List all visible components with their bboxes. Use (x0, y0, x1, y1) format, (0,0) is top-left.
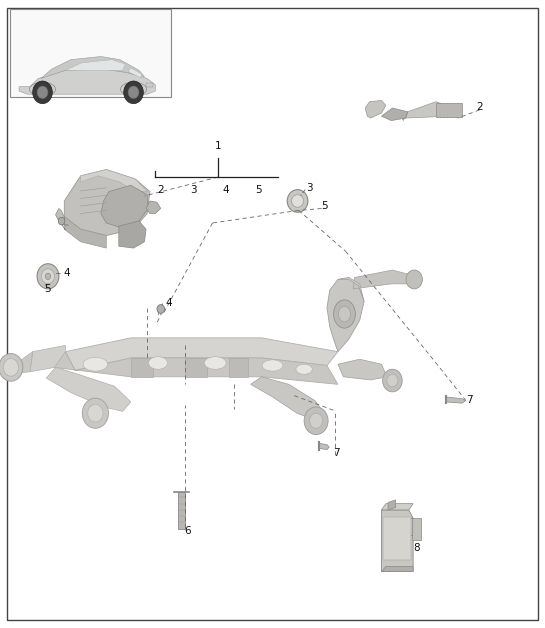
Circle shape (157, 305, 165, 313)
Polygon shape (388, 500, 396, 510)
Polygon shape (338, 359, 387, 380)
Polygon shape (185, 358, 207, 377)
Polygon shape (319, 443, 329, 450)
Text: 6: 6 (185, 526, 191, 536)
Text: 2: 2 (158, 185, 164, 195)
Ellipse shape (83, 357, 108, 371)
Circle shape (310, 413, 323, 428)
Ellipse shape (334, 300, 355, 328)
Ellipse shape (296, 364, 312, 374)
Ellipse shape (262, 360, 283, 371)
Polygon shape (19, 69, 155, 94)
Polygon shape (446, 397, 465, 403)
Text: 4: 4 (63, 268, 70, 278)
Circle shape (33, 81, 52, 104)
Text: 3: 3 (190, 185, 197, 195)
Polygon shape (131, 358, 153, 377)
Circle shape (3, 359, 19, 376)
Polygon shape (41, 57, 144, 78)
Text: 7: 7 (334, 448, 340, 458)
Polygon shape (64, 217, 106, 248)
Circle shape (406, 270, 422, 289)
Text: 5: 5 (45, 284, 51, 294)
Circle shape (124, 81, 143, 104)
Polygon shape (382, 504, 413, 510)
Text: 5: 5 (256, 185, 262, 195)
Polygon shape (81, 170, 147, 192)
Polygon shape (65, 60, 125, 70)
Polygon shape (251, 377, 323, 420)
Polygon shape (382, 566, 413, 571)
Polygon shape (119, 221, 146, 248)
Text: 1: 1 (215, 141, 221, 151)
Polygon shape (14, 352, 33, 374)
Bar (412, 518, 421, 540)
Circle shape (383, 369, 402, 392)
Polygon shape (382, 108, 408, 121)
Text: 4: 4 (166, 298, 172, 308)
Bar (10, 9, 171, 97)
Circle shape (304, 407, 328, 435)
Circle shape (387, 374, 398, 387)
Circle shape (37, 86, 48, 99)
Polygon shape (54, 352, 338, 384)
Polygon shape (353, 270, 411, 289)
Ellipse shape (338, 306, 350, 322)
Text: 2: 2 (476, 102, 483, 112)
Text: 7: 7 (467, 395, 473, 405)
Polygon shape (64, 170, 150, 236)
Circle shape (41, 269, 55, 284)
Ellipse shape (148, 357, 168, 369)
Polygon shape (382, 510, 413, 571)
Polygon shape (229, 358, 248, 377)
Polygon shape (146, 201, 161, 214)
Circle shape (37, 264, 59, 289)
Ellipse shape (204, 357, 226, 369)
Polygon shape (46, 367, 131, 411)
Ellipse shape (287, 190, 308, 212)
Circle shape (0, 354, 23, 381)
Polygon shape (338, 278, 364, 301)
Text: 4: 4 (223, 185, 229, 195)
Bar (436, 103, 462, 117)
Ellipse shape (292, 195, 304, 207)
Circle shape (128, 86, 139, 99)
Polygon shape (30, 345, 65, 372)
Polygon shape (365, 100, 386, 118)
Polygon shape (405, 102, 450, 118)
Circle shape (58, 217, 65, 225)
Bar (383, 517, 411, 560)
Polygon shape (327, 278, 364, 352)
Circle shape (88, 404, 103, 422)
Polygon shape (128, 68, 142, 78)
Polygon shape (101, 185, 148, 227)
Bar (146, 83, 153, 87)
Text: 5: 5 (321, 201, 328, 211)
Circle shape (82, 398, 108, 428)
Text: 3: 3 (306, 183, 312, 193)
Polygon shape (402, 112, 408, 121)
Polygon shape (56, 208, 64, 223)
Polygon shape (65, 338, 338, 371)
Circle shape (45, 273, 51, 279)
Text: 8: 8 (414, 543, 420, 553)
Bar (178, 492, 185, 529)
